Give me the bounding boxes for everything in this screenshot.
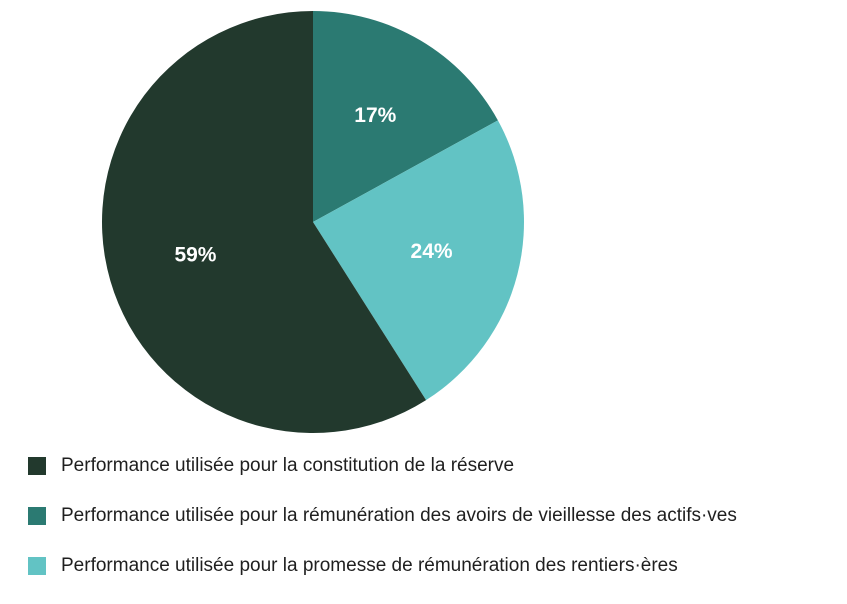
pie-slice-rentiers <box>313 120 525 401</box>
legend-label-rentiers: Performance utilisée pour la promesse de… <box>61 555 678 576</box>
legend: Performance utilisée pour la constitutio… <box>28 454 737 604</box>
pie-data-labels: 17% 24% 59% <box>174 104 452 266</box>
data-label-actifs: 17% <box>354 104 396 127</box>
legend-item-rentiers: Performance utilisée pour la promesse de… <box>28 554 737 578</box>
legend-label-reserve: Performance utilisée pour la constitutio… <box>61 455 515 476</box>
pie-chart: 17% 24% 59% <box>102 11 525 433</box>
pie-slices <box>102 11 525 433</box>
pie-slice-reserve <box>102 11 427 433</box>
legend-swatch-rentiers <box>28 557 46 575</box>
legend-swatch-actifs <box>28 507 46 525</box>
pie-slice-actifs <box>313 11 498 222</box>
legend-item-reserve: Performance utilisée pour la constitutio… <box>28 454 737 478</box>
data-label-reserve: 59% <box>174 244 216 267</box>
legend-label-actifs: Performance utilisée pour la rémunératio… <box>61 505 737 526</box>
legend-item-actifs: Performance utilisée pour la rémunératio… <box>28 504 737 528</box>
legend-swatch-reserve <box>28 457 46 475</box>
data-label-rentiers: 24% <box>411 240 453 263</box>
